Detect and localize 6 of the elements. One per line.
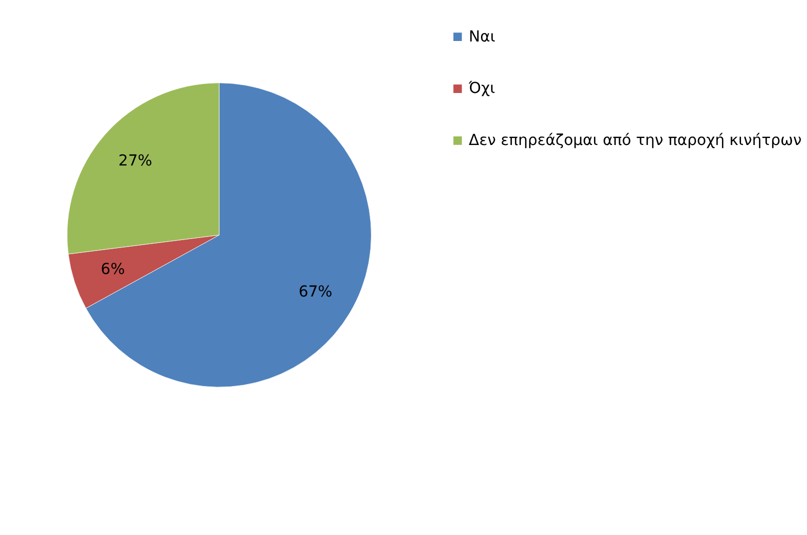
legend-label: Όχι <box>468 79 496 98</box>
data-label: 27% <box>118 152 152 170</box>
data-label: 67% <box>298 282 332 300</box>
legend-label: Ναι <box>468 27 496 46</box>
legend-label: Δεν επηρεάζομαι από την παροχή κινήτρων <box>468 131 802 150</box>
data-label: 6% <box>100 260 125 278</box>
